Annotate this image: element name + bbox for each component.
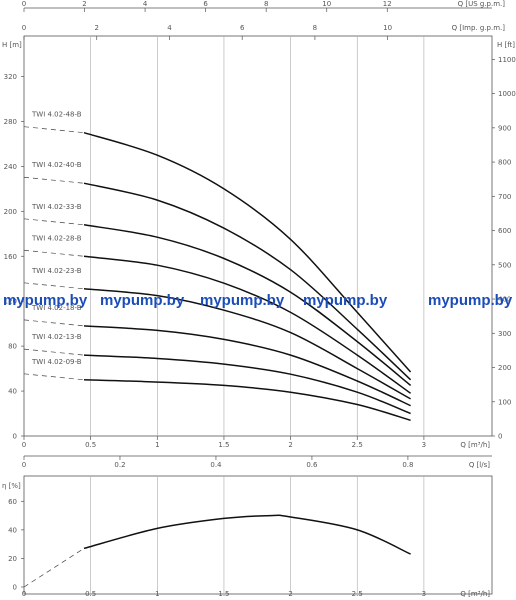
curve-dashed-extension [23,218,85,226]
y-right-axis-label: H [ft] [497,41,515,49]
top-us-tick-label: 10 [322,0,331,8]
top-ls-axis-label: Q [l/s] [469,461,490,469]
curve-dashed-extension [23,249,85,257]
y-tick-label: 320 [4,73,17,81]
eff-x-tick-label: 0.5 [85,590,96,598]
y-right-tick-label: 100 [498,398,511,406]
y-tick-label: 120 [4,298,17,306]
head-curve-twi-4-02-09-b [83,379,411,422]
watermark-text: mypump.by [3,292,88,309]
eff-y-tick-label: 0 [13,584,17,592]
head-curve-twi-4-02-40-b [83,182,412,381]
curve-dashed-extension [23,176,85,184]
head-curve-twi-4-02-48-b [83,131,412,373]
watermark-text: mypump.by [100,292,185,309]
x-tick-label: 1.5 [218,441,229,449]
x-axis-label: Q [m³/h] [460,441,490,449]
top-us-tick-label: 2 [82,0,86,8]
eff-curve-dashed-extension [23,548,85,588]
y-right-tick-label: 900 [498,124,511,132]
y-tick-label: 280 [4,118,17,126]
top-us-tick-label: 6 [203,0,208,8]
y-right-tick-label: 1000 [498,90,516,98]
eff-y-axis-label: η [%] [2,482,21,490]
y-right-tick-label: 300 [498,330,511,338]
y-right-tick-label: 400 [498,296,511,304]
y-right-tick-label: 0 [498,433,502,441]
x-tick-label: 2.5 [352,441,363,449]
head-curve-twi-4-02-18-b [83,325,411,407]
y-tick-label: 40 [8,388,17,396]
y-right-tick-label: 500 [498,261,511,269]
series-label: TWI 4.02-13-B [31,333,82,341]
top-imp-tick-label: 4 [167,24,172,32]
top-us-axis-label: Q [US g.p.m.] [458,0,506,8]
y-tick-label: 80 [8,343,17,351]
eff-x-tick-label: 2 [288,590,292,598]
curve-dashed-extension [23,319,85,327]
watermark-text: mypump.by [200,292,285,309]
top-imp-tick-label: 10 [383,24,392,32]
x-tick-label: 1 [155,441,159,449]
y-right-tick-label: 800 [498,159,511,167]
top-us-tick-label: 12 [383,0,392,8]
top-ls-tick-label: 0.4 [210,461,222,469]
top-us-tick-label: 0 [22,0,26,8]
series-label: TWI 4.02-48-B [31,111,82,119]
eff-x-tick-label: 1.5 [218,590,229,598]
y-tick-label: 240 [4,163,17,171]
eff-x-tick-label: 0 [22,590,26,598]
x-tick-label: 2 [288,441,292,449]
top-us-tick-label: 4 [143,0,148,8]
efficiency-curve [83,514,411,555]
eff-x-tick-label: 2.5 [352,590,363,598]
series-label: TWI 4.02-33-B [31,203,82,211]
y-tick-label: 0 [13,433,17,441]
x-tick-label: 3 [422,441,426,449]
head-curve-twi-4-02-13-b [83,354,411,415]
eff-x-tick-label: 1 [155,590,159,598]
curve-dashed-extension [23,126,85,134]
curve-dashed-extension [23,348,85,356]
series-label: TWI 4.02-18-B [31,304,82,312]
y-tick-label: 200 [4,208,17,216]
y-axis-label: H [m] [2,41,22,49]
eff-y-tick-label: 40 [8,526,17,534]
x-tick-label: 0.5 [85,441,96,449]
top-us-tick-label: 8 [264,0,268,8]
eff-x-tick-label: 3 [422,590,426,598]
y-tick-label: 160 [4,253,17,261]
eff-y-tick-label: 60 [8,498,17,506]
top-ls-tick-label: 0.2 [114,461,125,469]
top-imp-tick-label: 2 [94,24,98,32]
y-right-tick-label: 200 [498,364,511,372]
head-curve-twi-4-02-23-b [83,288,411,400]
curve-dashed-extension [23,373,85,381]
series-label: TWI 4.02-28-B [31,234,82,242]
eff-x-axis-label: Q [m³/h] [460,590,490,598]
series-label: TWI 4.02-09-B [31,358,82,366]
y-right-tick-label: 700 [498,193,511,201]
top-ls-tick-label: 0.6 [306,461,318,469]
y-right-tick-label: 600 [498,227,511,235]
eff-y-tick-label: 20 [8,555,17,563]
top-imp-tick-label: 0 [22,24,26,32]
eff-plot-frame [23,475,493,595]
y-right-tick-label: 1100 [498,56,516,64]
top-ls-tick-label: 0.8 [402,461,413,469]
top-imp-axis-label: Q [Imp. g.p.m.] [452,24,506,32]
top-ls-tick-label: 0 [22,461,26,469]
main-plot-frame [23,35,493,437]
curve-dashed-extension [23,282,85,290]
watermark-text: mypump.by [428,292,513,309]
head-curve-twi-4-02-28-b [83,255,412,394]
top-imp-tick-label: 8 [313,24,317,32]
series-label: TWI 4.02-23-B [31,267,82,275]
top-imp-tick-label: 6 [240,24,245,32]
head-curve-twi-4-02-33-b [83,224,412,386]
series-label: TWI 4.02-40-B [31,161,82,169]
watermark-text: mypump.by [303,292,388,309]
x-tick-label: 0 [22,441,26,449]
